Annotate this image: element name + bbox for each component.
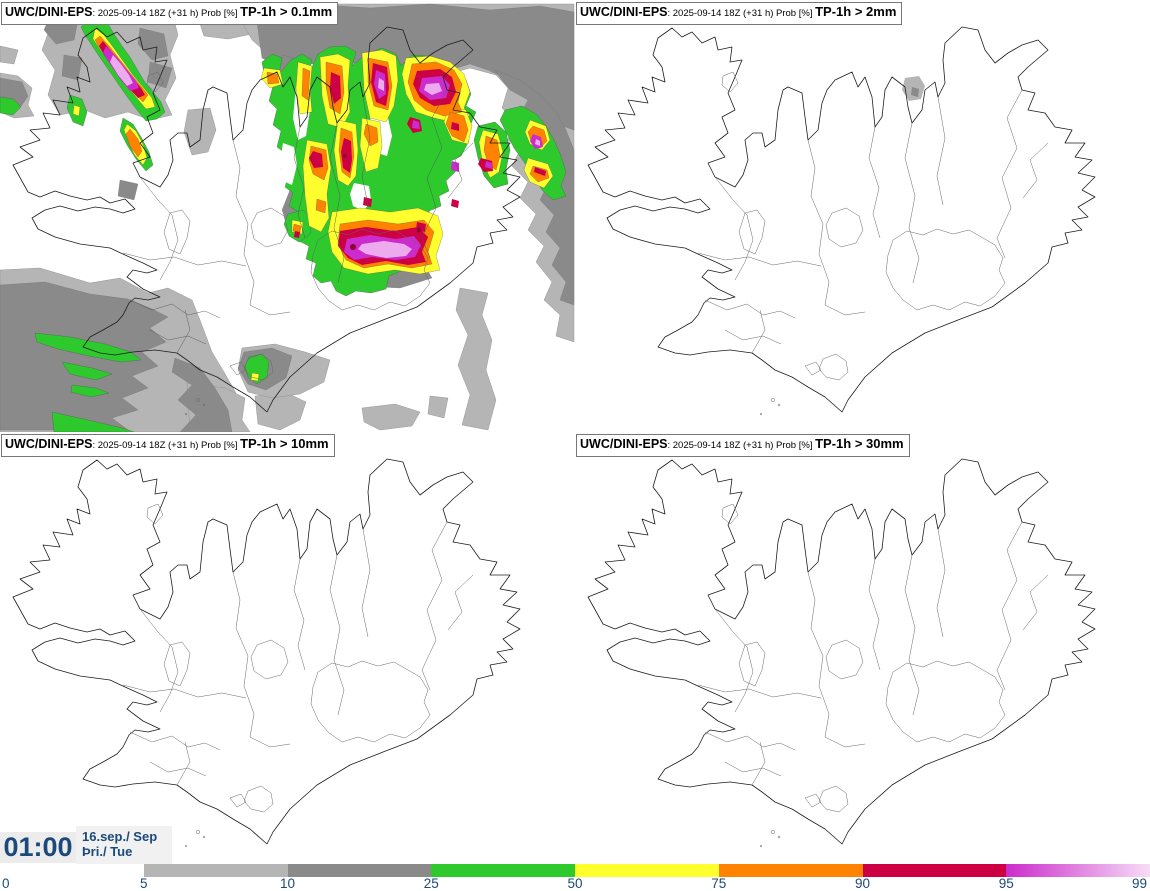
colorbar-tick-label: 25	[423, 876, 439, 891]
iceland-map-10mm	[12, 451, 521, 848]
run-info: : 2025-09-14 18Z (+31 h) Prob [%]	[667, 440, 816, 451]
panel-title-0p1mm: UWC/DINI-EPS: 2025-09-14 18Z (+31 h) Pro…	[1, 2, 339, 25]
model-name: UWC/DINI-EPS	[580, 5, 668, 19]
valid-time: 01:00	[3, 832, 73, 862]
colorbar-segment	[575, 864, 719, 877]
colorbar-tick-label: 75	[711, 876, 727, 891]
run-info: : 2025-09-14 18Z (+31 h) Prob [%]	[92, 8, 241, 19]
colorbar-segment	[862, 864, 1007, 877]
threshold-label: TP-1h > 30mm	[815, 436, 904, 451]
colorbar-segment	[287, 864, 432, 877]
panel-title-30mm: UWC/DINI-EPS: 2025-09-14 18Z (+31 h) Pro…	[576, 434, 910, 457]
panel-title-2mm: UWC/DINI-EPS: 2025-09-14 18Z (+31 h) Pro…	[576, 2, 903, 25]
colorbar-tick-label: 0	[2, 876, 10, 891]
map-panel-tp-10mm: UWC/DINI-EPS: 2025-09-14 18Z (+31 h) Pro…	[0, 432, 575, 864]
probability-field-overlay	[0, 3, 575, 432]
valid-day: Þri./ Tue	[82, 844, 133, 859]
colorbar-segment	[143, 864, 288, 877]
colorbar-tick-label: 5	[139, 876, 148, 891]
map-panel-tp-0p1mm: UWC/DINI-EPS: 2025-09-14 18Z (+31 h) Pro…	[0, 0, 575, 432]
run-info: : 2025-09-14 18Z (+31 h) Prob [%]	[92, 440, 241, 451]
colorbar-tick-label: 90	[854, 876, 871, 891]
model-name: UWC/DINI-EPS	[5, 5, 93, 19]
iceland-map-30mm	[587, 451, 1096, 848]
colorbar-ticks: 0 5 10 25 50 75 90 95 99	[0, 876, 1150, 891]
threshold-label: TP-1h > 0.1mm	[240, 4, 333, 19]
valid-date-box: 16.sep./ Sep Þri./ Tue	[76, 826, 172, 864]
probability-field-overlay	[902, 76, 925, 101]
run-info: : 2025-09-14 18Z (+31 h) Prob [%]	[667, 8, 816, 19]
map-panel-tp-30mm: UWC/DINI-EPS: 2025-09-14 18Z (+31 h) Pro…	[575, 432, 1150, 864]
colorbar-segment	[431, 864, 575, 877]
colorbar-tick-label: 10	[279, 876, 296, 891]
valid-date: 16.sep./ Sep	[82, 829, 158, 844]
probability-colorbar	[0, 864, 1150, 877]
colorbar-segment	[718, 864, 863, 877]
model-name: UWC/DINI-EPS	[5, 437, 93, 451]
colorbar-tick-label: 99	[1131, 876, 1147, 891]
valid-time-box: 01:00	[0, 832, 76, 863]
model-name: UWC/DINI-EPS	[580, 437, 668, 451]
colorbar-segment	[1006, 864, 1150, 877]
iceland-map-2mm	[587, 19, 1096, 416]
panel-title-10mm: UWC/DINI-EPS: 2025-09-14 18Z (+31 h) Pro…	[1, 434, 335, 457]
threshold-label: TP-1h > 2mm	[815, 4, 897, 19]
map-panel-tp-2mm: UWC/DINI-EPS: 2025-09-14 18Z (+31 h) Pro…	[575, 0, 1150, 432]
iceland-map-0p1mm	[0, 3, 575, 432]
colorbar-segment	[0, 864, 144, 877]
threshold-label: TP-1h > 10mm	[240, 436, 329, 451]
colorbar-tick-label: 50	[567, 876, 583, 891]
colorbar-tick-label: 95	[998, 876, 1014, 891]
